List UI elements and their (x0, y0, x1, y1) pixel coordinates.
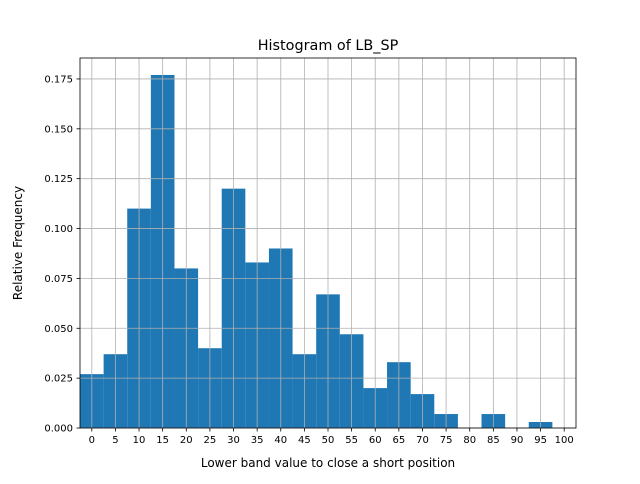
y-tick-label-1: 0.025 (44, 374, 73, 385)
x-tick-label-7: 35 (251, 435, 264, 446)
x-tick-label-1: 5 (112, 435, 118, 446)
x-tick-label-10: 50 (322, 435, 335, 446)
x-tick-label-6: 30 (227, 435, 240, 446)
x-tick-label-3: 15 (156, 435, 169, 446)
y-tick-label-6: 0.150 (44, 124, 73, 135)
x-axis-label: Lower band value to close a short positi… (201, 456, 455, 470)
y-tick-label-0: 0.000 (44, 424, 73, 435)
x-tick-label-20: 100 (555, 435, 574, 446)
y-axis-label: Relative Frequency (11, 186, 25, 300)
x-tick-label-5: 25 (204, 435, 217, 446)
x-tick-label-2: 10 (133, 435, 146, 446)
x-tick-label-8: 40 (274, 435, 287, 446)
y-tick-label-3: 0.075 (44, 274, 73, 285)
x-tick-label-16: 80 (463, 435, 476, 446)
x-tick-label-15: 75 (440, 435, 453, 446)
y-tick-label-5: 0.125 (44, 174, 73, 185)
y-axis-ticks: 0.000 0.025 0.050 0.075 0.100 0.125 0.150 0.175 (44, 74, 80, 435)
x-tick-label-0: 0 (89, 435, 95, 446)
x-tick-label-19: 95 (534, 435, 547, 446)
x-tick-label-9: 45 (298, 435, 311, 446)
x-tick-label-11: 55 (345, 435, 358, 446)
x-tick-label-14: 70 (416, 435, 429, 446)
x-tick-label-13: 65 (392, 435, 405, 446)
y-tick-label-7: 0.175 (44, 74, 73, 85)
x-tick-label-4: 20 (180, 435, 193, 446)
x-axis-ticks: 0 5 10 15 20 25 30 35 40 45 50 55 60 65 70 75 80 85 90 95 10… (89, 428, 574, 446)
chart-title: Histogram of LB_SP (258, 38, 399, 54)
x-tick-label-12: 60 (369, 435, 382, 446)
y-tick-label-2: 0.050 (44, 324, 73, 335)
x-tick-label-17: 85 (487, 435, 500, 446)
y-tick-label-4: 0.100 (44, 224, 73, 235)
x-tick-label-18: 90 (511, 435, 524, 446)
